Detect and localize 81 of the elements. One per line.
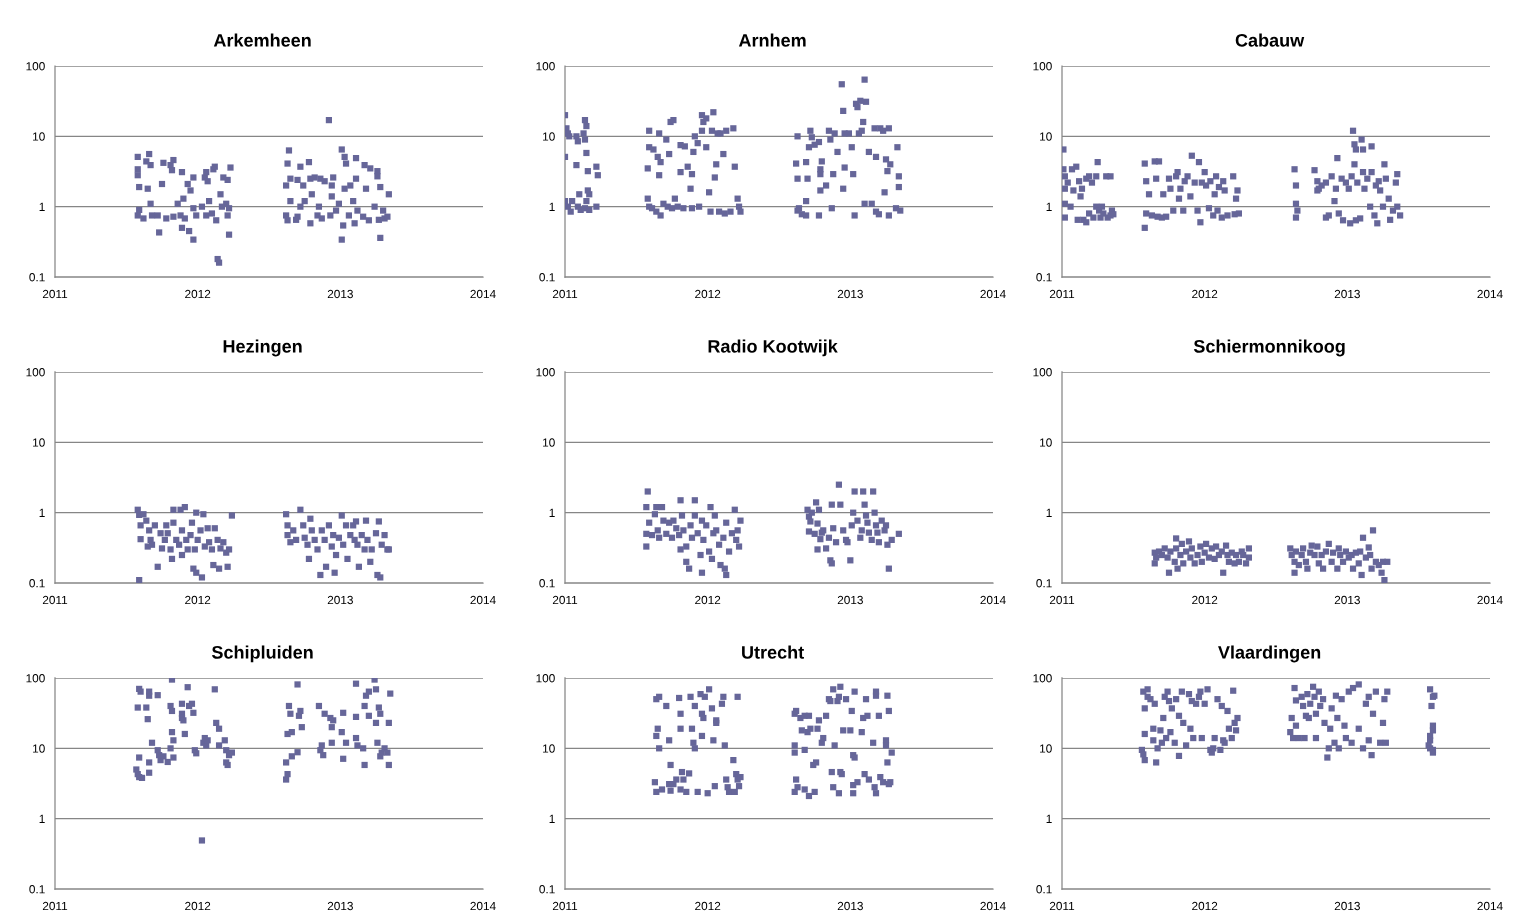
x-tick-label: 2014: [470, 289, 496, 299]
x-tick-label: 2013: [1334, 289, 1360, 299]
y-tick-label: 10: [33, 744, 45, 753]
x-tick-label: 2014: [470, 595, 496, 605]
y-tick-label: 0.1: [1036, 273, 1052, 282]
chart-title: Arkemheen: [213, 33, 311, 47]
y-tick-label: 0.1: [539, 579, 555, 588]
chart-title: Cabauw: [1235, 33, 1305, 47]
x-tick-label: 2014: [980, 901, 1006, 911]
y-tick-label: 1: [549, 814, 555, 823]
chart-title: Utrecht: [742, 645, 804, 659]
y-tick-label: 1: [39, 202, 45, 211]
x-tick-label: 2011: [42, 595, 68, 605]
y-tick-label: 100: [536, 368, 555, 377]
y-tick-label: 0.1: [539, 885, 555, 894]
x-tick-label: 2014: [1477, 595, 1503, 605]
x-tick-label: 2011: [1049, 289, 1075, 299]
x-tick-label: 2012: [185, 289, 211, 299]
y-tick-label: 10: [543, 132, 555, 141]
x-tick-label: 2013: [837, 901, 863, 911]
x-tick-label: 2011: [42, 901, 68, 911]
chart-title: Schiermonnikoog: [1193, 339, 1345, 357]
y-tick-label: 0.1: [1036, 579, 1052, 588]
x-tick-label: 2013: [837, 595, 863, 605]
y-tick-label: 100: [1033, 368, 1052, 377]
x-tick-label: 2012: [695, 595, 721, 605]
x-tick-label: 2014: [1477, 289, 1503, 299]
x-tick-label: 2012: [695, 901, 721, 911]
chart-title: Arnhem: [738, 33, 806, 47]
y-tick-label: 100: [26, 62, 45, 71]
x-tick-label: 2012: [185, 595, 211, 605]
x-tick-label: 2014: [980, 595, 1006, 605]
y-tick-label: 100: [26, 368, 45, 377]
x-tick-label: 2013: [1334, 595, 1360, 605]
x-tick-label: 2011: [552, 901, 578, 911]
y-tick-label: 100: [536, 674, 555, 683]
x-tick-label: 2011: [1049, 595, 1075, 605]
chart-title: Hezingen: [223, 339, 302, 357]
y-tick-label: 10: [543, 744, 555, 753]
y-tick-label: 1: [39, 508, 45, 517]
x-tick-label: 2011: [552, 289, 578, 299]
x-tick-label: 2013: [327, 595, 353, 605]
chart-title: Radio Kootwijk: [708, 339, 838, 357]
x-tick-label: 2013: [327, 289, 353, 299]
x-tick-label: 2011: [42, 289, 68, 299]
x-tick-label: 2012: [1192, 595, 1218, 605]
y-tick-label: 0.1: [29, 885, 45, 894]
x-tick-label: 2013: [1334, 901, 1360, 911]
y-tick-label: 1: [39, 814, 45, 823]
y-tick-label: 10: [1040, 438, 1052, 447]
y-tick-label: 10: [1040, 744, 1052, 753]
x-tick-label: 2012: [1192, 289, 1218, 299]
y-tick-label: 1: [1046, 814, 1052, 823]
x-tick-label: 2013: [837, 289, 863, 299]
x-tick-label: 2014: [470, 901, 496, 911]
x-tick-label: 2014: [1477, 901, 1503, 911]
y-tick-label: 1: [1046, 202, 1052, 211]
x-tick-label: 2014: [980, 289, 1006, 299]
y-tick-label: 100: [536, 62, 555, 71]
y-tick-label: 10: [543, 438, 555, 447]
x-tick-label: 2011: [1049, 901, 1075, 911]
y-tick-label: 10: [33, 132, 45, 141]
x-tick-label: 2012: [1192, 901, 1218, 911]
y-tick-label: 10: [1040, 132, 1052, 141]
x-tick-label: 2011: [552, 595, 578, 605]
y-tick-label: 100: [1033, 62, 1052, 71]
chart-title: Schipluiden: [211, 645, 313, 663]
y-tick-label: 1: [549, 508, 555, 517]
y-tick-label: 0.1: [29, 273, 45, 282]
y-tick-label: 100: [26, 674, 45, 683]
x-tick-label: 2013: [327, 901, 353, 911]
y-tick-label: 10: [33, 438, 45, 447]
y-tick-label: 1: [549, 202, 555, 211]
chart-title: Vlaardingen: [1218, 645, 1321, 663]
y-tick-label: 0.1: [1036, 885, 1052, 894]
x-tick-label: 2012: [185, 901, 211, 911]
y-tick-label: 100: [1033, 674, 1052, 683]
y-tick-label: 0.1: [29, 579, 45, 588]
x-tick-label: 2012: [695, 289, 721, 299]
y-tick-label: 1: [1046, 508, 1052, 517]
y-tick-label: 0.1: [539, 273, 555, 282]
